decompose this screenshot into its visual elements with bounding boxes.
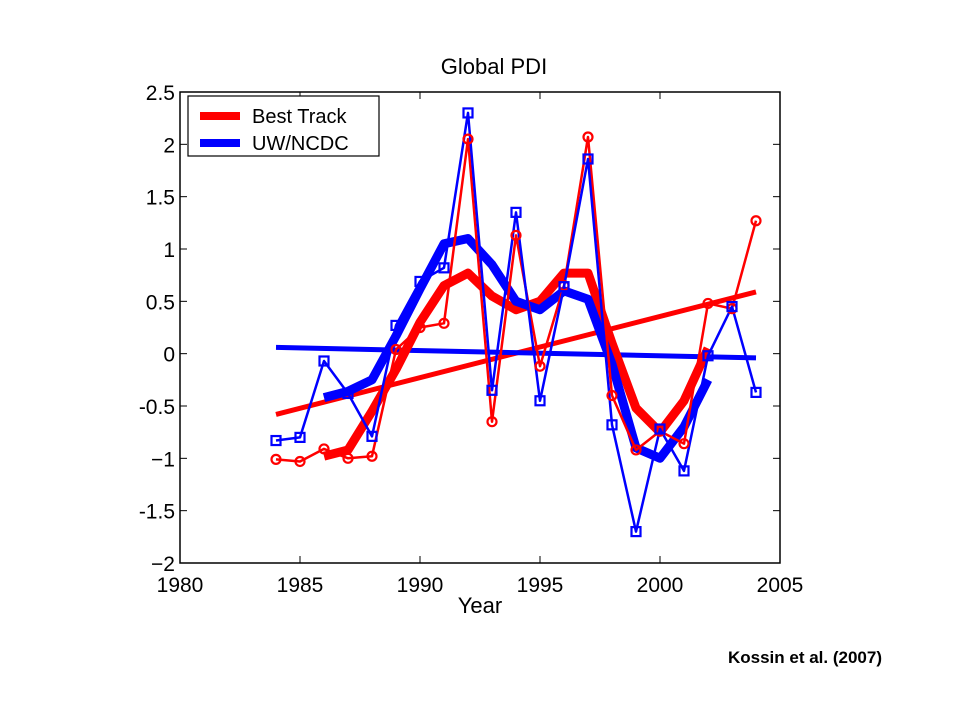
y-tick-label: 0.5 (146, 291, 175, 314)
data-point-best-track (702, 297, 714, 310)
y-tick-label: 1 (163, 239, 175, 262)
data-point-uw-ncdc (510, 206, 522, 218)
y-tick-label: −1 (151, 448, 175, 471)
y-tick-label: 2.5 (146, 82, 175, 105)
data-point-uw-ncdc (462, 107, 474, 119)
data-point-uw-ncdc (294, 431, 306, 443)
series-line-best-track (275, 135, 758, 463)
data-point-uw-ncdc (606, 419, 618, 431)
x-tick-label: 2000 (637, 574, 684, 597)
chart-title: Global PDI (441, 54, 547, 79)
citation: Kossin et al. (2007) (727, 648, 882, 667)
y-tick-label: 0 (163, 344, 175, 367)
chart-lines (275, 111, 758, 533)
data-point-uw-ncdc (342, 387, 354, 400)
data-point-uw-ncdc (390, 319, 402, 332)
data-point-uw-ncdc (630, 525, 642, 538)
x-tick-label: 1985 (277, 574, 324, 597)
plot-frame (179, 91, 781, 564)
data-point-best-track (510, 229, 522, 241)
legend-label-best-track: Best Track (252, 106, 347, 128)
legend-label-uw-ncdc: UW/NCDC (252, 133, 349, 155)
data-point-uw-ncdc (750, 386, 762, 398)
data-point-best-track (486, 416, 498, 428)
y-tick-label: −2 (151, 553, 175, 576)
data-point-uw-ncdc (654, 423, 666, 435)
data-point-best-track (462, 133, 474, 145)
y-tick-label: 2 (163, 134, 175, 157)
data-point-uw-ncdc (270, 434, 282, 447)
data-point-best-track (534, 360, 546, 372)
series-line-uw-ncdc (275, 111, 758, 533)
data-point-best-track (414, 321, 426, 334)
data-point-uw-ncdc (678, 465, 690, 477)
data-point-best-track (342, 452, 354, 464)
series-line-uw-ncdc-smoothed (322, 234, 713, 463)
data-point-best-track (630, 444, 642, 456)
chart-markers (270, 107, 762, 538)
data-point-best-track (318, 443, 330, 455)
data-point-uw-ncdc (726, 300, 738, 313)
y-tick-label: -1.5 (139, 501, 175, 524)
data-point-uw-ncdc (318, 355, 330, 367)
x-tick-label: 2005 (757, 574, 804, 597)
y-tick-label: -0.5 (139, 396, 175, 419)
data-point-best-track (366, 450, 378, 462)
x-tick-label: 1995 (517, 574, 564, 597)
axis-ticks: 1980 1985 1990 1995 2000 2005 2.5 2 1.5 1 0.5 0 -0.5… (139, 82, 804, 597)
data-point-best-track (750, 215, 762, 227)
data-point-uw-ncdc (438, 262, 450, 274)
x-tick-label: 1990 (397, 574, 444, 597)
data-point-uw-ncdc (558, 281, 570, 293)
data-point-uw-ncdc (414, 275, 426, 288)
series-line-uw-ncdc-trend (275, 344, 757, 361)
x-tick-label: 1980 (157, 574, 204, 597)
data-point-best-track (294, 455, 306, 468)
data-point-uw-ncdc (702, 350, 714, 362)
data-point-best-track (678, 438, 690, 450)
x-axis-label: Year (458, 593, 502, 618)
data-point-uw-ncdc (486, 384, 498, 396)
data-point-best-track (582, 131, 594, 143)
data-point-uw-ncdc (582, 153, 594, 165)
data-point-uw-ncdc (366, 430, 378, 442)
y-tick-label: 1.5 (146, 187, 175, 210)
data-point-best-track (438, 317, 450, 329)
data-point-best-track (390, 343, 402, 356)
legend: Best Track UW/NCDC (187, 95, 380, 157)
data-point-uw-ncdc (534, 395, 546, 407)
data-point-best-track (270, 453, 282, 465)
data-point-best-track (606, 389, 618, 402)
